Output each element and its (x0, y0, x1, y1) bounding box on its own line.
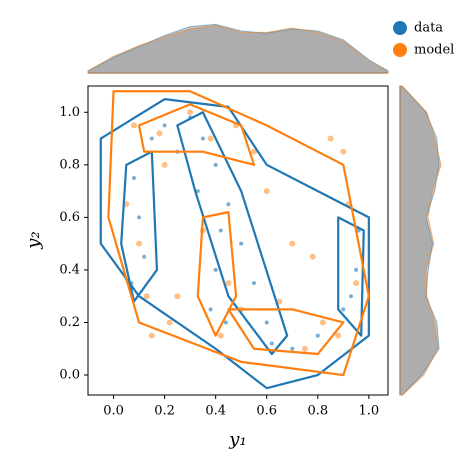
point (130, 122, 137, 129)
plot-frame (87, 85, 389, 396)
y-tick-label: 0.6 (59, 210, 80, 225)
point (250, 148, 257, 155)
y-tick-label: 0.8 (59, 157, 80, 172)
x-axis-label: y₁ (228, 429, 246, 450)
y-tick-label: 0.0 (59, 368, 80, 383)
contour (337, 216, 365, 337)
point (148, 332, 155, 339)
point (348, 294, 353, 299)
point (162, 123, 167, 128)
point (315, 333, 320, 338)
legend-label: data (414, 21, 443, 36)
y-tick-label: 0.2 (59, 315, 80, 330)
point (161, 161, 168, 168)
contour (227, 308, 345, 356)
point (217, 332, 224, 339)
legend-marker (393, 43, 407, 57)
y-axis-label: y₂ (23, 231, 44, 249)
y-tick-label: 0.4 (59, 262, 80, 277)
point (142, 254, 147, 259)
y-marginal (399, 85, 442, 396)
legend-marker (393, 21, 407, 35)
x-tick-label: 0.2 (154, 404, 175, 419)
point (341, 307, 346, 312)
point (327, 135, 334, 142)
point (225, 280, 232, 287)
x-tick-label: 1.0 (359, 404, 380, 419)
point (354, 267, 359, 272)
point (309, 253, 316, 260)
x-tick-label: 0.8 (307, 404, 328, 419)
y-tick-label: 1.0 (59, 105, 80, 120)
point (276, 298, 283, 305)
point (213, 162, 218, 167)
x-marginal (87, 24, 389, 74)
point (226, 202, 231, 207)
point (223, 320, 228, 325)
point (302, 345, 309, 352)
point (290, 346, 295, 351)
point (353, 280, 360, 287)
point (264, 320, 269, 325)
point (200, 136, 205, 141)
point (269, 341, 274, 346)
point (218, 228, 223, 233)
contour (196, 211, 238, 337)
point (137, 215, 142, 220)
point (156, 130, 163, 137)
point (239, 241, 244, 246)
point (136, 240, 143, 247)
point (143, 293, 150, 300)
point (174, 293, 181, 300)
point (195, 189, 200, 194)
point (289, 240, 296, 247)
point (319, 319, 326, 326)
contour (137, 103, 256, 166)
point (213, 267, 218, 272)
point (263, 188, 270, 195)
point (187, 109, 194, 116)
x-tick-label: 0.4 (205, 404, 226, 419)
point (131, 175, 136, 180)
point (207, 135, 214, 142)
point (149, 136, 154, 141)
contour (120, 150, 159, 303)
x-tick-label: 0.0 (103, 404, 124, 419)
legend-label: model (414, 43, 454, 58)
contour (176, 111, 289, 356)
point (335, 332, 342, 339)
x-tick-label: 0.6 (256, 404, 277, 419)
point (251, 281, 256, 286)
point (166, 319, 173, 326)
point (208, 307, 213, 312)
point (340, 148, 347, 155)
contour (107, 90, 370, 377)
